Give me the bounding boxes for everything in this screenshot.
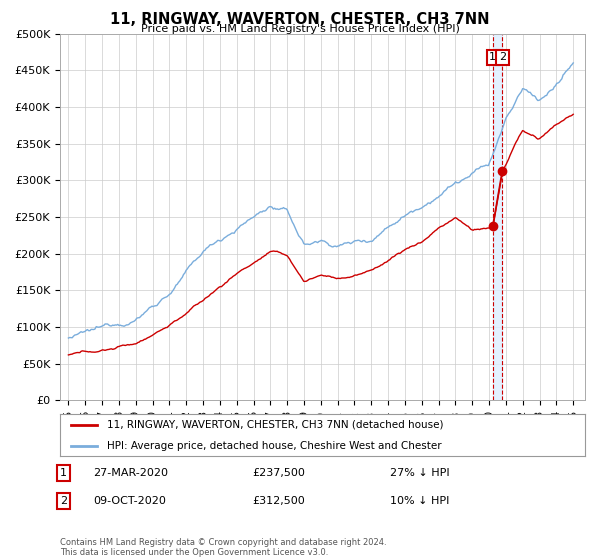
Text: 1: 1 (489, 53, 496, 63)
Text: 09-OCT-2020: 09-OCT-2020 (93, 496, 166, 506)
Text: HPI: Average price, detached house, Cheshire West and Chester: HPI: Average price, detached house, Ches… (107, 441, 442, 451)
Text: 2: 2 (499, 53, 506, 63)
Text: 10% ↓ HPI: 10% ↓ HPI (390, 496, 449, 506)
Text: 1: 1 (60, 468, 67, 478)
Text: £237,500: £237,500 (252, 468, 305, 478)
Text: Contains HM Land Registry data © Crown copyright and database right 2024.
This d: Contains HM Land Registry data © Crown c… (60, 538, 386, 557)
Text: 27-MAR-2020: 27-MAR-2020 (93, 468, 168, 478)
Text: £312,500: £312,500 (252, 496, 305, 506)
Text: 2: 2 (60, 496, 67, 506)
Text: 11, RINGWAY, WAVERTON, CHESTER, CH3 7NN (detached house): 11, RINGWAY, WAVERTON, CHESTER, CH3 7NN … (107, 420, 444, 430)
Text: 27% ↓ HPI: 27% ↓ HPI (390, 468, 449, 478)
Text: Price paid vs. HM Land Registry's House Price Index (HPI): Price paid vs. HM Land Registry's House … (140, 24, 460, 34)
Bar (493, 34, 502, 400)
Text: 11, RINGWAY, WAVERTON, CHESTER, CH3 7NN: 11, RINGWAY, WAVERTON, CHESTER, CH3 7NN (110, 12, 490, 27)
